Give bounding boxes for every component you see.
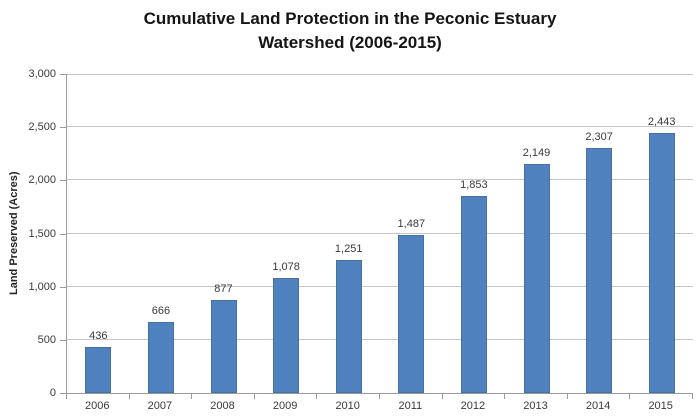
chart-title-line1: Cumulative Land Protection in the Peconi… bbox=[143, 9, 557, 28]
chart-title: Cumulative Land Protection in the Peconi… bbox=[0, 7, 700, 55]
x-tick bbox=[441, 394, 443, 399]
x-axis-label: 2013 bbox=[523, 400, 548, 412]
chart-title-line2: Watershed (2006-2015) bbox=[258, 33, 442, 52]
y-tick bbox=[60, 393, 66, 394]
bar-value-label: 1,251 bbox=[334, 243, 363, 255]
x-tick bbox=[379, 394, 380, 399]
gridline bbox=[67, 285, 693, 287]
gridline bbox=[67, 338, 693, 340]
y-tick-label: 2,000 bbox=[28, 174, 56, 187]
x-tick bbox=[566, 394, 568, 399]
x-tick bbox=[692, 394, 693, 399]
bar bbox=[85, 347, 112, 393]
x-tick bbox=[128, 394, 130, 399]
x-axis-label: 2009 bbox=[272, 400, 298, 412]
bar bbox=[523, 164, 550, 393]
y-tick bbox=[60, 127, 66, 129]
x-axis-label: 2006 bbox=[85, 400, 110, 412]
bar bbox=[147, 322, 174, 393]
bar-value-label: 2,443 bbox=[647, 116, 676, 128]
bar-value-label: 1,487 bbox=[397, 218, 426, 230]
x-tick bbox=[66, 394, 67, 399]
x-tick bbox=[253, 394, 255, 399]
x-axis-label: 2007 bbox=[147, 400, 173, 412]
y-tick-label: 500 bbox=[37, 333, 56, 346]
x-axis-label: 2010 bbox=[335, 400, 360, 412]
x-tick bbox=[316, 394, 318, 399]
gridline bbox=[67, 179, 693, 181]
bar-value-label: 666 bbox=[151, 305, 171, 317]
y-tick bbox=[60, 74, 66, 75]
bar-value-label: 1,853 bbox=[460, 179, 488, 191]
y-tick-label: 1,000 bbox=[28, 280, 56, 293]
gridline bbox=[67, 74, 693, 75]
bar-value-label: 2,307 bbox=[585, 131, 613, 143]
x-tick bbox=[191, 394, 193, 399]
bar bbox=[586, 148, 613, 393]
y-tick-label: 2,500 bbox=[28, 121, 56, 134]
y-tick bbox=[60, 180, 66, 182]
x-axis-label: 2014 bbox=[585, 400, 611, 412]
bar bbox=[460, 196, 487, 393]
bar bbox=[210, 300, 237, 393]
x-axis-label: 2015 bbox=[648, 400, 673, 412]
y-tick-label: 3,000 bbox=[28, 68, 56, 80]
bar-value-label: 877 bbox=[214, 283, 233, 295]
y-tick bbox=[60, 339, 66, 341]
x-tick bbox=[629, 394, 631, 399]
bar-value-label: 2,149 bbox=[522, 147, 551, 159]
bar bbox=[273, 278, 300, 393]
x-axis-label: 2011 bbox=[398, 400, 423, 412]
bar-value-label: 1,078 bbox=[272, 261, 300, 273]
y-tick bbox=[60, 233, 66, 235]
bar bbox=[398, 235, 425, 393]
x-axis-label: 2008 bbox=[210, 400, 235, 412]
gridline bbox=[67, 126, 693, 128]
y-tick-label: 1,500 bbox=[28, 227, 56, 240]
y-tick-label: 0 bbox=[49, 387, 56, 399]
bar-value-label: 436 bbox=[89, 330, 108, 342]
x-axis-label: 2012 bbox=[460, 400, 486, 412]
gridline bbox=[67, 232, 693, 234]
plot-area: 436 666 877 1,078 1,251 1,487 1,853 2,149 2,307 2… bbox=[66, 74, 693, 394]
bar bbox=[335, 260, 362, 393]
bar bbox=[648, 133, 675, 393]
x-tick bbox=[504, 394, 506, 399]
y-tick bbox=[60, 286, 66, 288]
